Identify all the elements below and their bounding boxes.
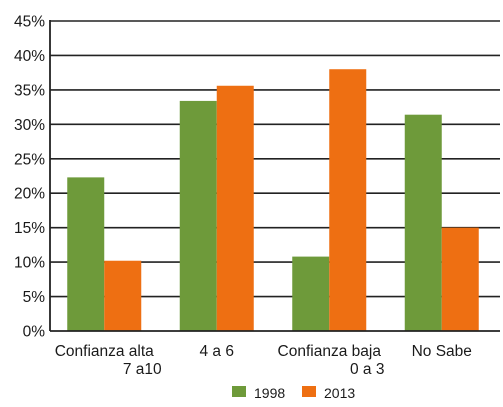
y-tick-label: 40% — [14, 48, 45, 65]
x-tick-label-line: Confianza alta — [55, 343, 154, 360]
y-tick-label: 10% — [14, 255, 45, 272]
x-tick-label-line: 7 a10 — [123, 361, 162, 378]
bar — [441, 227, 479, 331]
y-tick-label: 35% — [14, 82, 45, 99]
legend-label: 2013 — [324, 385, 355, 401]
bar — [216, 85, 254, 331]
x-tick-label-line: 0 a 3 — [350, 361, 384, 378]
y-tick-label: 30% — [14, 117, 45, 134]
y-axis-tick-labels: 0% 5% 10% 15% 20% 25% 30% 35% 40% 45% — [14, 14, 45, 341]
x-tick-label: No Sabe — [412, 343, 472, 360]
legend: 1998 2013 — [232, 385, 355, 401]
legend-swatch — [232, 386, 246, 397]
y-tick-label: 20% — [14, 186, 45, 203]
x-tick-label-line: Confianza baja — [278, 343, 382, 360]
legend-swatch — [302, 386, 316, 397]
y-tick-label: 25% — [14, 151, 45, 168]
x-tick-label: 4 a 6 — [200, 343, 234, 360]
x-axis-tick-labels: Confianza alta 7 a10 4 a 6 Confianza baja 0 … — [55, 343, 472, 378]
bar — [329, 69, 367, 331]
bar — [292, 256, 330, 331]
x-tick-label-line: No Sabe — [412, 343, 472, 360]
bar — [104, 260, 142, 331]
y-tick-label: 5% — [23, 289, 46, 306]
x-tick-label: Confianza alta 7 a10 — [55, 343, 162, 378]
bar — [404, 114, 442, 331]
bars — [67, 69, 479, 332]
x-tick-label-line: 4 a 6 — [200, 343, 234, 360]
x-tick-label: Confianza baja 0 a 3 — [278, 343, 385, 378]
y-tick-label: 0% — [23, 324, 46, 341]
axes — [49, 20, 500, 332]
y-tick-label: 15% — [14, 220, 45, 237]
legend-label: 1998 — [254, 385, 285, 401]
bar — [179, 100, 217, 332]
y-tick-label: 45% — [14, 14, 45, 31]
bar — [67, 177, 105, 331]
